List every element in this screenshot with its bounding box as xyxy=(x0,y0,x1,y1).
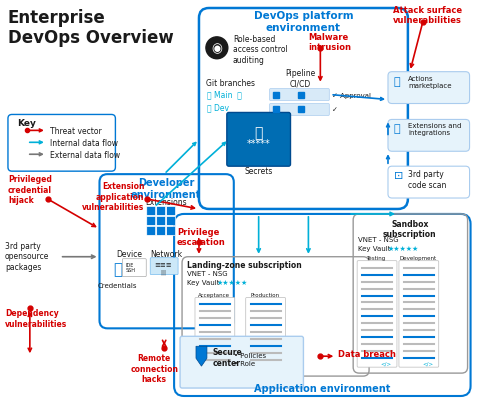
Text: Network: Network xyxy=(150,249,182,258)
Text: Device: Device xyxy=(116,249,143,258)
Text: Data breach: Data breach xyxy=(338,349,396,358)
Text: ⑂ Main  🔒: ⑂ Main 🔒 xyxy=(207,90,242,99)
FancyBboxPatch shape xyxy=(399,261,439,367)
Text: Developer
environment: Developer environment xyxy=(131,178,201,199)
Text: IDE: IDE xyxy=(125,262,134,267)
Text: 3rd party
opensource
packages: 3rd party opensource packages xyxy=(5,241,49,271)
Text: Enterprise
DevOps Overview: Enterprise DevOps Overview xyxy=(8,9,174,47)
Text: Attack surface
vulnerabilities: Attack surface vulnerabilities xyxy=(393,6,462,26)
Text: 🔒: 🔒 xyxy=(254,126,263,140)
Text: Dependency
vulnerabilities: Dependency vulnerabilities xyxy=(5,309,67,328)
FancyBboxPatch shape xyxy=(246,298,286,371)
FancyBboxPatch shape xyxy=(180,337,303,388)
Text: ≡≡≡: ≡≡≡ xyxy=(155,262,172,268)
FancyBboxPatch shape xyxy=(147,227,156,236)
FancyBboxPatch shape xyxy=(388,72,469,104)
Text: VNET - NSG: VNET - NSG xyxy=(187,270,228,276)
Text: |||: ||| xyxy=(160,269,166,275)
Text: </>: </> xyxy=(381,360,392,365)
Text: DevOps platform
environment: DevOps platform environment xyxy=(253,11,353,32)
FancyBboxPatch shape xyxy=(156,227,166,236)
FancyBboxPatch shape xyxy=(357,261,397,367)
Text: Application environment: Application environment xyxy=(254,383,391,393)
FancyBboxPatch shape xyxy=(122,259,146,277)
Text: • Policies
• Role: • Policies • Role xyxy=(234,352,266,366)
Text: Pipeline
CI/CD: Pipeline CI/CD xyxy=(285,68,315,88)
Text: </>: </> xyxy=(422,360,434,365)
Text: Role-based
access control
auditing: Role-based access control auditing xyxy=(233,35,288,64)
Circle shape xyxy=(206,38,228,60)
Text: Extensions: Extensions xyxy=(145,198,187,207)
Text: Secrets: Secrets xyxy=(244,167,273,176)
Text: Landing-zone subscription: Landing-zone subscription xyxy=(187,260,302,269)
Text: VNET - NSG: VNET - NSG xyxy=(358,236,399,242)
Text: ✓: ✓ xyxy=(332,107,338,113)
Text: )))): )))) xyxy=(151,264,162,270)
FancyBboxPatch shape xyxy=(156,217,166,226)
Text: ★★★★★: ★★★★★ xyxy=(388,245,419,251)
FancyBboxPatch shape xyxy=(156,207,166,216)
Text: SSH: SSH xyxy=(125,267,135,272)
Text: Extension
application
vulnerabilities: Extension application vulnerabilities xyxy=(82,182,144,211)
Text: Extensions and
integrations: Extensions and integrations xyxy=(408,123,461,136)
Polygon shape xyxy=(196,346,207,366)
Text: ◉: ◉ xyxy=(211,42,222,55)
Text: External data flow: External data flow xyxy=(50,150,120,159)
Text: Key Vault: Key Vault xyxy=(187,279,219,285)
Text: Remote
connection
hacks: Remote connection hacks xyxy=(130,353,178,383)
FancyBboxPatch shape xyxy=(147,207,156,216)
Text: ★★★★★: ★★★★★ xyxy=(217,279,248,285)
Text: 3rd party
code scan: 3rd party code scan xyxy=(408,170,446,189)
Text: Actions
marketplace: Actions marketplace xyxy=(408,75,451,88)
Text: *****: ***** xyxy=(247,139,271,149)
FancyBboxPatch shape xyxy=(167,217,176,226)
Text: ⊡: ⊡ xyxy=(394,171,403,181)
Text: Testing: Testing xyxy=(366,255,385,260)
Text: Development: Development xyxy=(399,255,436,260)
Text: ⑂ Dev: ⑂ Dev xyxy=(207,103,229,112)
FancyBboxPatch shape xyxy=(227,113,290,167)
Text: Production: Production xyxy=(250,292,279,297)
Text: Git branches: Git branches xyxy=(206,79,255,87)
FancyBboxPatch shape xyxy=(195,298,235,371)
Text: Internal data flow: Internal data flow xyxy=(50,139,118,147)
Text: Malware
intrusion: Malware intrusion xyxy=(309,33,351,52)
Text: Privileged
credential
hijack: Privileged credential hijack xyxy=(8,175,52,205)
Text: 🖥: 🖥 xyxy=(394,124,401,134)
Text: 🧑: 🧑 xyxy=(113,261,122,276)
FancyBboxPatch shape xyxy=(150,258,178,275)
Text: Sandbox
subscription: Sandbox subscription xyxy=(383,220,437,239)
FancyBboxPatch shape xyxy=(388,120,469,152)
Text: Secure
center: Secure center xyxy=(213,347,243,367)
Text: ✓ Approval: ✓ Approval xyxy=(332,92,371,98)
Text: Key: Key xyxy=(17,119,36,128)
FancyBboxPatch shape xyxy=(270,90,329,101)
Text: Privilege
escalation: Privilege escalation xyxy=(177,227,226,247)
Text: Key Vault: Key Vault xyxy=(358,245,391,251)
Text: Acceptance: Acceptance xyxy=(198,292,230,297)
FancyBboxPatch shape xyxy=(147,217,156,226)
FancyBboxPatch shape xyxy=(388,167,469,198)
Text: Threat vector: Threat vector xyxy=(50,126,101,136)
FancyBboxPatch shape xyxy=(270,104,329,116)
FancyBboxPatch shape xyxy=(167,207,176,216)
Text: Credentials: Credentials xyxy=(97,282,137,288)
Text: 🖥: 🖥 xyxy=(394,77,401,86)
FancyBboxPatch shape xyxy=(167,227,176,236)
